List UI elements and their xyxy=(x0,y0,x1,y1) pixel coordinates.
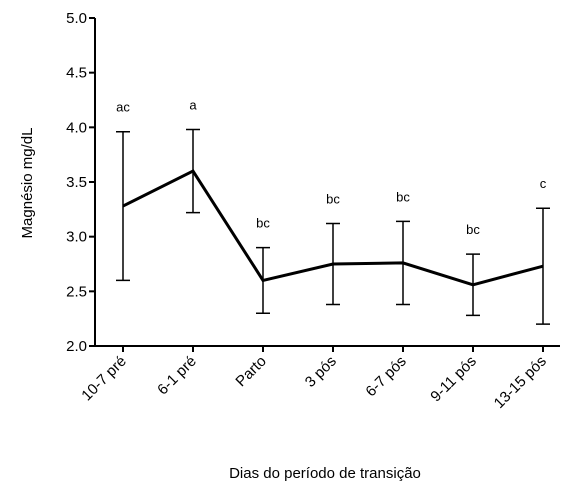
annotation: ac xyxy=(116,100,130,115)
x-tick-label: 9-11 pós xyxy=(427,353,480,406)
x-tick-label: 13-15 pós xyxy=(491,353,550,412)
annotation: c xyxy=(540,176,547,191)
error-bar xyxy=(536,207,550,325)
y-tick-label: 2.5 xyxy=(66,283,87,300)
x-tick-label: 3 pós xyxy=(302,353,340,391)
y-axis-label: Magnésio mg/dL xyxy=(19,128,36,239)
error-bar xyxy=(256,246,270,314)
y-tick-label: 5.0 xyxy=(66,10,87,27)
x-axis-label: Dias do período de transição xyxy=(229,465,421,482)
annotation: a xyxy=(189,98,197,113)
error-bar xyxy=(186,128,200,214)
y-tick-label: 4.5 xyxy=(66,65,87,82)
error-bar xyxy=(466,253,480,317)
x-tick-label: 10-7 pré xyxy=(78,353,130,405)
x-tick-label: 6-7 pós xyxy=(362,353,409,400)
x-tick-label: Parto xyxy=(232,353,269,390)
y-tick-label: 2.0 xyxy=(66,338,87,355)
annotation: bc xyxy=(396,189,410,204)
annotation: bc xyxy=(466,222,480,237)
annotation: bc xyxy=(256,216,270,231)
x-tick-label: 6-1 pré xyxy=(154,353,200,399)
annotation: bc xyxy=(326,192,340,207)
error-bar xyxy=(326,222,340,306)
y-tick-label: 4.0 xyxy=(66,119,87,136)
error-bar xyxy=(116,130,130,282)
error-bar xyxy=(396,220,410,306)
y-tick-label: 3.0 xyxy=(66,229,87,246)
y-tick-label: 3.5 xyxy=(66,174,87,191)
